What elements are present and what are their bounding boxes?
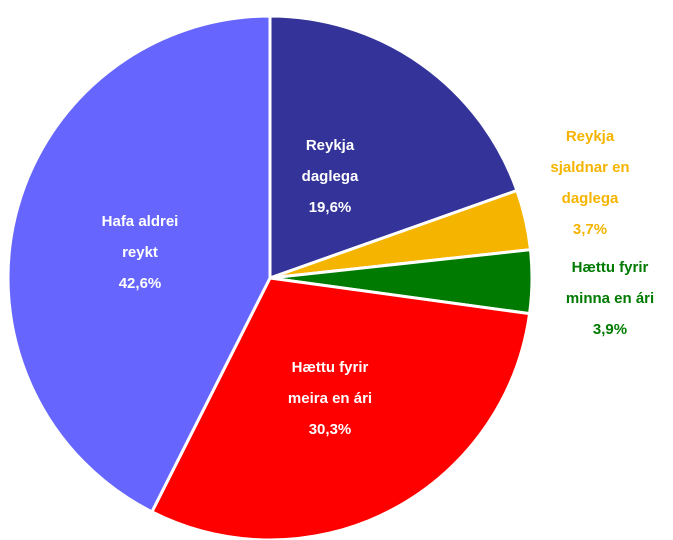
pie-slice	[268, 14, 519, 281]
value-label: 30,3%	[309, 421, 352, 438]
slice-label: Reykja	[566, 128, 615, 145]
value-label: 42,6%	[119, 275, 162, 292]
slice-label: reykt	[122, 244, 158, 261]
slice-label: Hafa aldrei	[102, 213, 179, 230]
slice-label: Reykja	[306, 137, 355, 154]
pie-slice	[6, 14, 272, 514]
slice-label: minna en ári	[566, 290, 654, 307]
slice-label: Hættu fyrir	[292, 359, 369, 376]
slice-label: meira en ári	[288, 390, 372, 407]
slice-label: daglega	[302, 168, 359, 185]
slice-label: Hættu fyrir	[572, 259, 649, 276]
pie-slice	[149, 276, 532, 540]
slice-label: daglega	[562, 190, 619, 207]
slice-label: sjaldnar en	[550, 159, 629, 176]
value-label: 3,9%	[593, 321, 627, 338]
value-label: 3,7%	[573, 221, 607, 238]
value-label: 19,6%	[309, 199, 352, 216]
